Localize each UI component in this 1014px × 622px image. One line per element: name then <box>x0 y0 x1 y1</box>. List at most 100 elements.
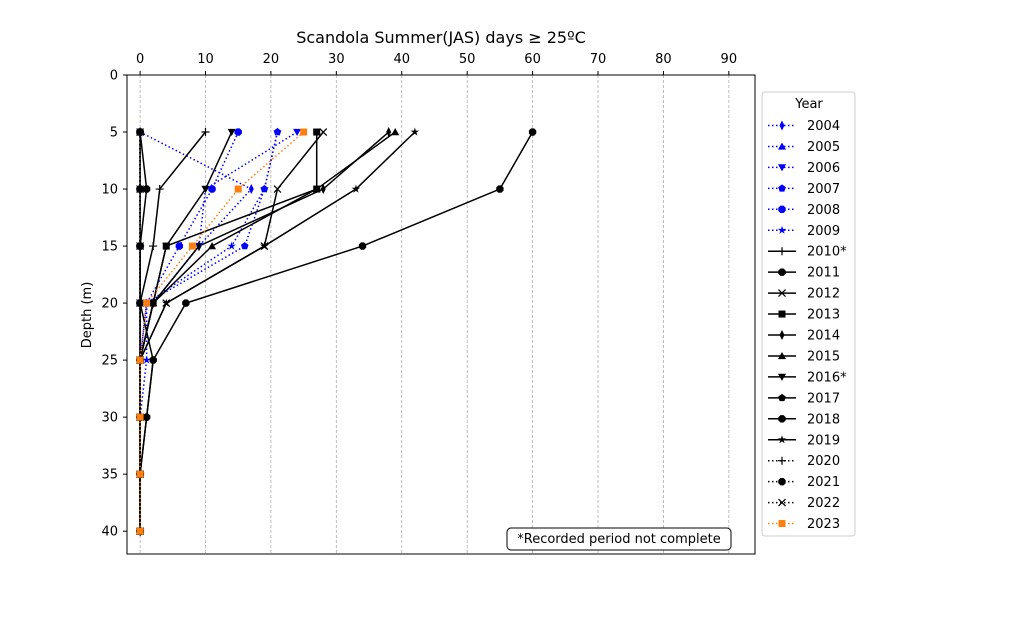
data-point-marker <box>136 356 144 364</box>
series-line-2007 <box>139 131 279 532</box>
data-point-marker <box>351 184 361 193</box>
x-tick-label: 90 <box>721 52 738 67</box>
legend-entry: 2017 <box>768 391 840 406</box>
legend-marker-swatch <box>778 351 786 360</box>
legend-label: 2022 <box>807 496 840 511</box>
x-tick-label: 80 <box>655 52 672 67</box>
data-point-marker <box>201 128 210 137</box>
legend-label: 2016* <box>807 370 847 385</box>
note-frame <box>506 527 732 551</box>
data-point-marker <box>208 185 216 193</box>
legend-marker-swatch <box>778 373 786 381</box>
legend-entry: 2008 <box>768 203 840 218</box>
legend-title: Year <box>794 97 823 112</box>
data-point-marker <box>410 127 420 136</box>
legend-marker-swatch <box>779 330 785 340</box>
legend-frame <box>761 91 856 537</box>
data-point-marker <box>234 128 242 136</box>
legend-entry: 2007 <box>768 182 840 197</box>
legend-marker-swatch <box>778 205 786 213</box>
legend-marker-swatch <box>778 393 786 402</box>
legend-label: 2008 <box>807 203 840 218</box>
legend-label: 2014 <box>807 329 840 344</box>
data-point-marker <box>234 185 242 193</box>
data-point-marker <box>142 355 151 364</box>
x-tick-label: 70 <box>590 52 607 67</box>
legend-marker-swatch <box>778 184 786 192</box>
data-point-marker <box>319 128 328 136</box>
legend-label: 2023 <box>807 517 840 532</box>
series-line-2018 <box>139 131 534 532</box>
legend-label: 2007 <box>807 182 840 197</box>
data-point-marker <box>528 128 537 136</box>
legend-label: 2020 <box>807 454 840 469</box>
data-point-marker <box>136 299 145 308</box>
data-point-marker <box>358 242 367 250</box>
y-tick-label: 25 <box>101 354 118 369</box>
legend-label: 2006 <box>807 161 840 176</box>
y-tick-label: 30 <box>101 411 118 426</box>
legend-label: 2005 <box>807 140 840 155</box>
legend-marker-swatch <box>778 164 786 172</box>
legend-marker-swatch <box>777 225 787 234</box>
legend-entry: 2009 <box>768 224 840 239</box>
data-point-marker <box>273 127 282 136</box>
data-point-marker <box>293 128 302 137</box>
x-tick-label: 20 <box>263 52 280 67</box>
data-point-marker <box>142 185 151 193</box>
data-point-marker <box>136 470 144 478</box>
data-point-marker <box>175 242 184 250</box>
data-point-marker <box>273 185 282 193</box>
x-tick-label: 40 <box>393 52 410 67</box>
data-point-marker <box>162 242 171 251</box>
data-point-marker <box>182 299 190 307</box>
legend-items: 2004 2005 2006 2007 2008 2009 2010* 2011 2012 201… <box>768 119 847 532</box>
legend-entry: 2010* <box>768 245 847 260</box>
data-point-marker <box>320 184 326 195</box>
data-point-marker <box>260 241 269 250</box>
series-lines <box>139 131 534 532</box>
y-tick-label: 10 <box>101 183 118 198</box>
legend-marker-swatch <box>778 456 786 465</box>
legend-label: 2018 <box>807 412 840 427</box>
legend-entry: 2004 <box>768 119 840 134</box>
y-tick-label: 0 <box>110 69 118 84</box>
y-tick-label: 35 <box>101 468 118 483</box>
legend-entry: 2005 <box>768 140 840 155</box>
legend-marker-swatch <box>779 120 785 131</box>
data-point-marker <box>136 128 145 136</box>
legend-entry: 2023 <box>768 517 840 532</box>
legend-marker-swatch <box>778 268 786 276</box>
legend-label: 2021 <box>807 475 840 490</box>
y-tick-label: 40 <box>101 525 118 540</box>
data-point-marker <box>188 242 196 250</box>
legend-entry: 2019 <box>768 433 840 448</box>
data-point-marker <box>161 298 171 307</box>
data-point-marker <box>136 413 144 421</box>
x-tick-label: 50 <box>459 52 476 67</box>
legend-entry: 2021 <box>768 475 840 490</box>
legend-label: 2012 <box>807 287 840 302</box>
legend-label: 2010* <box>807 245 847 260</box>
data-point-marker <box>312 185 321 193</box>
data-point-marker <box>208 242 217 250</box>
data-point-marker <box>391 128 400 136</box>
data-point-marker <box>136 185 145 193</box>
legend-label: 2011 <box>807 266 840 281</box>
legend-entry: 2022 <box>768 496 840 511</box>
note-text: *Recorded period not complete <box>517 532 721 547</box>
legend-label: 2009 <box>807 224 840 239</box>
legend-label: 2004 <box>807 119 840 134</box>
data-point-marker <box>386 127 392 138</box>
legend-entry: 2013 <box>768 308 840 323</box>
series-markers <box>135 127 537 537</box>
legend-marker-swatch <box>778 289 786 298</box>
legend-label: 2013 <box>807 308 840 323</box>
legend-marker-swatch <box>777 435 787 444</box>
legend-marker-swatch <box>778 520 786 528</box>
legend-entry: 2020 <box>768 454 840 469</box>
x-tick-label: 30 <box>328 52 345 67</box>
data-point-marker <box>240 242 249 250</box>
data-point-marker <box>496 185 504 193</box>
data-point-marker <box>196 241 202 252</box>
